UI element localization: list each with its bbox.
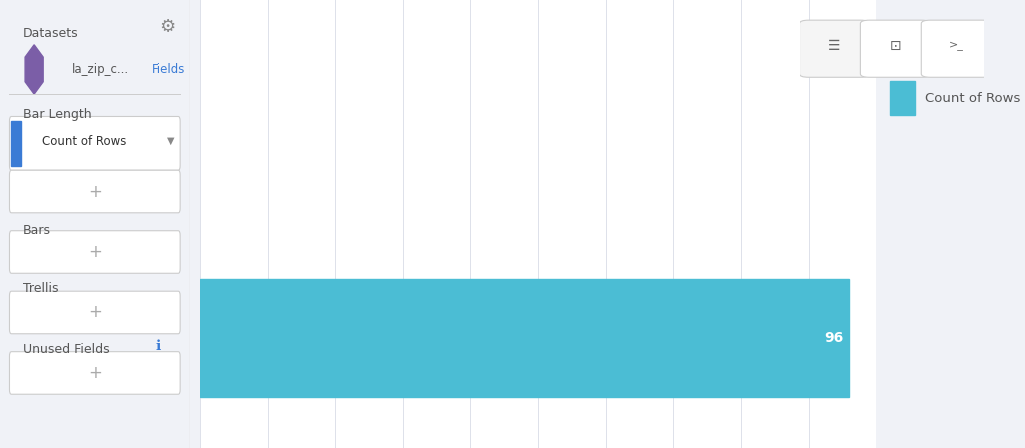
Text: +: + <box>88 303 101 321</box>
Text: +: + <box>88 364 101 382</box>
FancyBboxPatch shape <box>921 20 991 77</box>
Text: Count of Rows: Count of Rows <box>42 134 126 148</box>
Bar <box>200 279 850 397</box>
Text: ⚙: ⚙ <box>159 18 175 36</box>
FancyBboxPatch shape <box>9 170 180 213</box>
FancyBboxPatch shape <box>9 291 180 334</box>
FancyBboxPatch shape <box>860 20 931 77</box>
FancyBboxPatch shape <box>9 116 180 170</box>
Text: Fields: Fields <box>152 63 186 76</box>
Text: >_: >_ <box>949 41 964 51</box>
Text: ▼: ▼ <box>167 136 174 146</box>
FancyBboxPatch shape <box>800 20 869 77</box>
FancyBboxPatch shape <box>9 352 180 394</box>
FancyBboxPatch shape <box>9 231 180 273</box>
Text: ℹ: ℹ <box>156 339 161 353</box>
Text: Trellis: Trellis <box>23 282 58 295</box>
Bar <box>11 121 20 166</box>
Text: Bars: Bars <box>23 224 51 237</box>
Text: ⊡: ⊡ <box>890 39 901 53</box>
Text: la_zip_c...: la_zip_c... <box>72 63 129 76</box>
Text: 96: 96 <box>825 331 844 345</box>
Bar <box>890 81 915 115</box>
Text: Bar Length: Bar Length <box>23 108 91 121</box>
Text: +: + <box>88 243 101 261</box>
Text: +: + <box>88 183 101 201</box>
Text: ☰: ☰ <box>828 39 840 53</box>
Text: Measure: Measure <box>890 57 943 70</box>
Text: Datasets: Datasets <box>23 27 78 40</box>
Text: Count of Rows: Count of Rows <box>925 91 1020 105</box>
Text: Unused Fields: Unused Fields <box>23 343 110 356</box>
